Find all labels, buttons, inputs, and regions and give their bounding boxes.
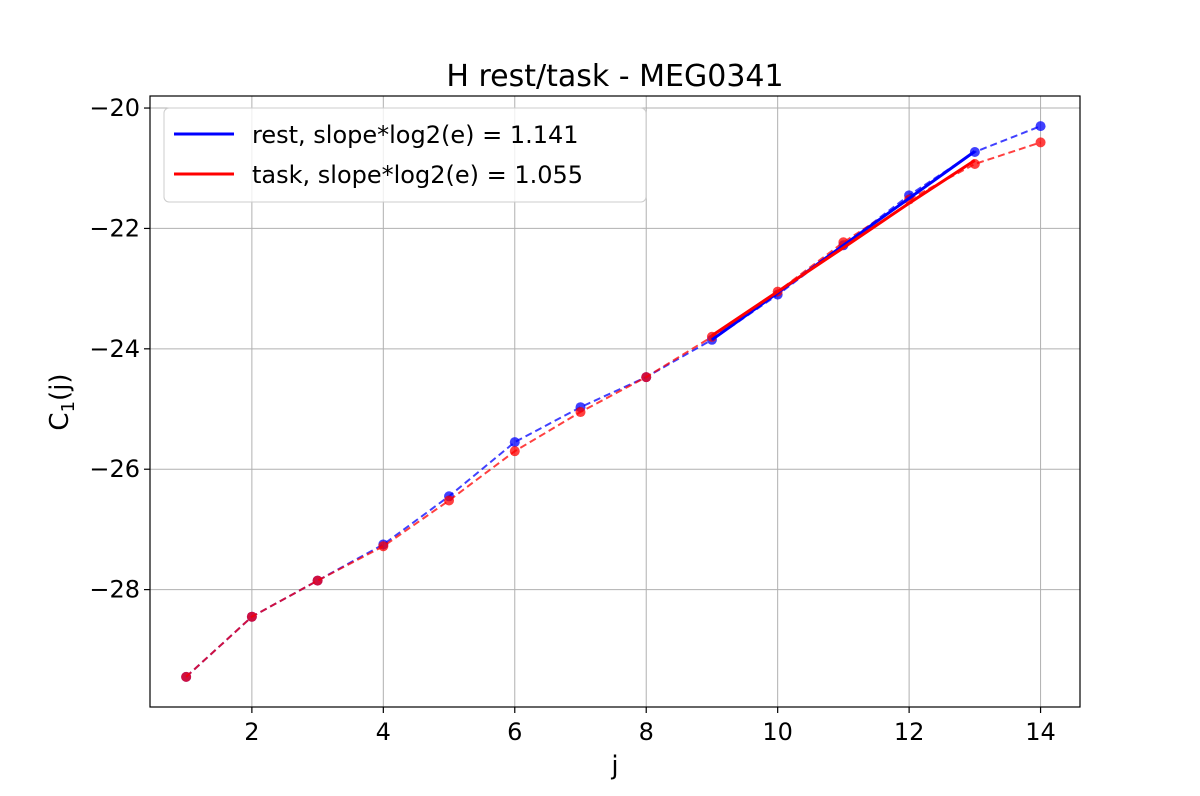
y-tick-label: −26 <box>89 455 140 483</box>
series-layer <box>181 121 1046 682</box>
x-axis-label: j <box>610 751 618 781</box>
y-tick-label: −22 <box>89 214 140 242</box>
task-point <box>312 575 323 586</box>
chart-title: H rest/task - MEG0341 <box>446 59 783 94</box>
y-axis-label-main: C <box>45 412 75 430</box>
task-point <box>246 611 257 622</box>
x-tick-label: 8 <box>639 718 654 746</box>
y-axis-label: C1(j) <box>45 373 79 430</box>
task-point <box>181 671 192 682</box>
rest-point <box>1035 121 1046 132</box>
x-tick-label: 14 <box>1025 718 1056 746</box>
legend: rest, slope*log2(e) = 1.141 task, slope*… <box>163 107 647 203</box>
legend-label-task: task, slope*log2(e) = 1.055 <box>252 161 583 189</box>
task-point <box>1035 137 1046 148</box>
y-tick-label: −28 <box>89 576 140 604</box>
x-tick-label: 6 <box>507 718 522 746</box>
task-point <box>641 372 652 383</box>
fit-layer <box>711 150 976 342</box>
y-tick-label: −24 <box>89 335 140 363</box>
rest-fit-line <box>711 150 976 342</box>
plot-frame <box>149 95 1081 708</box>
x-tick-label: 4 <box>376 718 391 746</box>
task-point <box>509 446 520 457</box>
y-axis: −28 −26 −24 −22 −20 <box>89 94 150 604</box>
task-fit-line <box>711 159 976 337</box>
x-axis: 2 4 6 8 10 12 14 <box>244 707 1056 746</box>
rest-series-line <box>185 125 1041 678</box>
y-axis-label-sub: 1 <box>58 401 79 412</box>
x-tick-label: 12 <box>894 718 925 746</box>
rest-point <box>509 437 520 448</box>
task-point <box>575 407 586 418</box>
task-point <box>444 495 455 506</box>
task-point <box>378 541 389 552</box>
y-axis-label-suffix: (j) <box>45 373 75 401</box>
x-tick-label: 2 <box>244 718 259 746</box>
legend-label-rest: rest, slope*log2(e) = 1.141 <box>252 121 579 149</box>
y-tick-label: −20 <box>89 94 140 122</box>
task-series-line <box>185 141 1041 678</box>
x-tick-label: 10 <box>762 718 793 746</box>
legend-box <box>163 107 647 203</box>
